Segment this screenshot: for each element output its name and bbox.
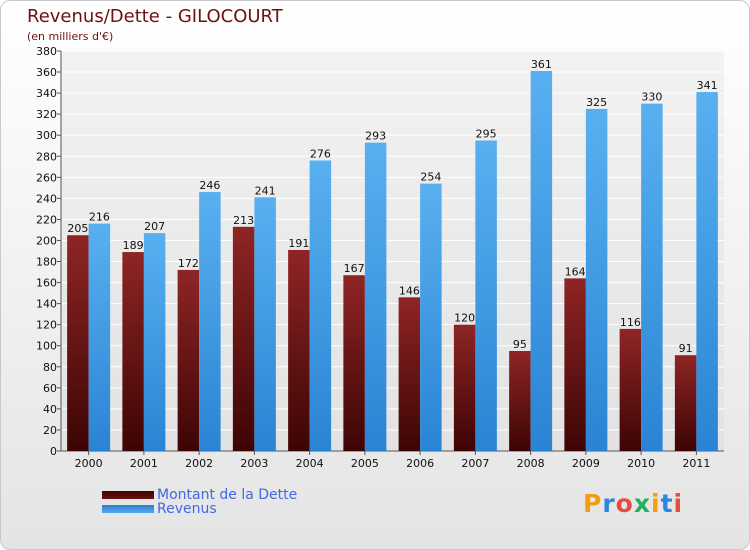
data-label-revenus: 330 — [641, 91, 662, 104]
bar-revenus — [585, 108, 608, 451]
y-tick-label: 160 — [36, 277, 57, 290]
bar-revenus — [254, 197, 276, 451]
legend-swatch-revenus — [102, 505, 154, 513]
data-label-revenus: 241 — [255, 184, 276, 197]
bar-dette — [564, 278, 586, 451]
data-label-dette: 146 — [399, 284, 420, 297]
legend-swatch-dette — [102, 491, 154, 499]
x-tick-label: 2010 — [627, 457, 655, 470]
legend-item-dette: Montant de la Dette — [102, 487, 297, 503]
bar-dette — [122, 252, 144, 451]
bar-revenus — [475, 140, 497, 451]
bar-revenus — [696, 92, 718, 451]
y-tick-label: 300 — [36, 129, 57, 142]
data-label-dette: 205 — [67, 222, 88, 235]
y-tick-label: 100 — [36, 340, 57, 353]
x-tick-label: 2011 — [682, 457, 710, 470]
data-label-dette: 191 — [288, 237, 309, 250]
y-tick-label: 0 — [50, 445, 57, 458]
y-tick-label: 120 — [36, 319, 57, 332]
y-tick-label: 180 — [36, 256, 57, 269]
bar-revenus — [143, 233, 166, 451]
y-tick-label: 340 — [36, 87, 57, 100]
bar-revenus — [420, 183, 442, 451]
data-label-dette: 116 — [620, 316, 641, 329]
y-tick-label: 60 — [43, 382, 57, 395]
x-tick-label: 2004 — [296, 457, 324, 470]
bar-dette — [619, 328, 642, 451]
bar-dette — [232, 226, 255, 451]
y-tick-label: 320 — [36, 108, 57, 121]
bar-dette — [509, 351, 531, 451]
data-label-revenus: 246 — [199, 179, 220, 192]
data-label-dette: 95 — [513, 338, 527, 351]
logo-letter: P — [583, 489, 603, 518]
legend-label-dette: Montant de la Dette — [157, 487, 298, 503]
data-label-revenus: 293 — [365, 130, 386, 143]
data-label-revenus: 207 — [144, 220, 165, 233]
data-label-revenus: 325 — [586, 96, 607, 109]
x-tick-label: 2009 — [572, 457, 600, 470]
chart-title: Revenus/Dette - GILOCOURT — [27, 6, 283, 27]
x-tick-label: 2007 — [461, 457, 489, 470]
x-tick-label: 2006 — [406, 457, 434, 470]
logo-letter: i — [651, 489, 661, 518]
data-label-revenus: 361 — [531, 58, 552, 71]
bar-revenus — [364, 142, 387, 451]
bar-dette — [674, 355, 697, 451]
y-tick-label: 380 — [36, 45, 57, 58]
data-label-revenus: 341 — [697, 79, 718, 92]
legend-label-revenus: Revenus — [157, 501, 217, 517]
data-label-revenus: 254 — [420, 171, 441, 184]
data-label-dette: 172 — [178, 257, 199, 270]
bar-dette — [288, 249, 310, 451]
x-tick-label: 2001 — [130, 457, 158, 470]
x-tick-label: 2008 — [517, 457, 545, 470]
logo-letter: t — [660, 489, 674, 518]
data-label-dette: 213 — [233, 214, 254, 227]
bar-dette — [398, 297, 421, 451]
bar-dette — [177, 269, 200, 451]
logo-letter: x — [633, 489, 651, 518]
logo-letter: r — [602, 489, 616, 518]
logo-letter: o — [615, 489, 634, 518]
x-tick-label: 2003 — [240, 457, 268, 470]
y-tick-label: 220 — [36, 213, 57, 226]
data-label-dette: 120 — [454, 312, 475, 325]
x-tick-label: 2002 — [185, 457, 213, 470]
y-tick-label: 200 — [36, 234, 57, 247]
chart-subtitle: (en milliers d'€) — [27, 30, 114, 43]
bar-revenus — [309, 160, 332, 451]
bar-revenus — [88, 223, 111, 451]
y-tick-label: 360 — [36, 66, 57, 79]
proxiti-logo: Proxiti — [583, 489, 683, 518]
x-tick-label: 2005 — [351, 457, 379, 470]
data-label-dette: 91 — [679, 342, 693, 355]
y-tick-label: 140 — [36, 298, 57, 311]
legend-item-revenus: Revenus — [102, 501, 217, 517]
bar-revenus — [530, 71, 553, 451]
y-tick-label: 280 — [36, 150, 57, 163]
x-tick-label: 2000 — [75, 457, 103, 470]
data-label-dette: 164 — [565, 265, 586, 278]
data-label-revenus: 216 — [89, 211, 110, 224]
data-label-revenus: 295 — [476, 127, 497, 140]
y-tick-label: 260 — [36, 171, 57, 184]
data-label-revenus: 276 — [310, 147, 331, 160]
data-label-dette: 167 — [344, 262, 365, 275]
y-tick-label: 20 — [43, 424, 57, 437]
logo-letter: i — [673, 489, 684, 518]
y-tick-label: 80 — [43, 361, 57, 374]
bar-revenus — [199, 192, 221, 452]
y-tick-label: 40 — [43, 403, 57, 416]
bar-dette — [343, 275, 365, 451]
plot-area — [61, 51, 724, 451]
bar-dette — [67, 235, 89, 451]
bar-dette — [453, 324, 476, 451]
bar-revenus — [641, 103, 663, 451]
y-tick-label: 240 — [36, 192, 57, 205]
data-label-dette: 189 — [123, 239, 144, 252]
